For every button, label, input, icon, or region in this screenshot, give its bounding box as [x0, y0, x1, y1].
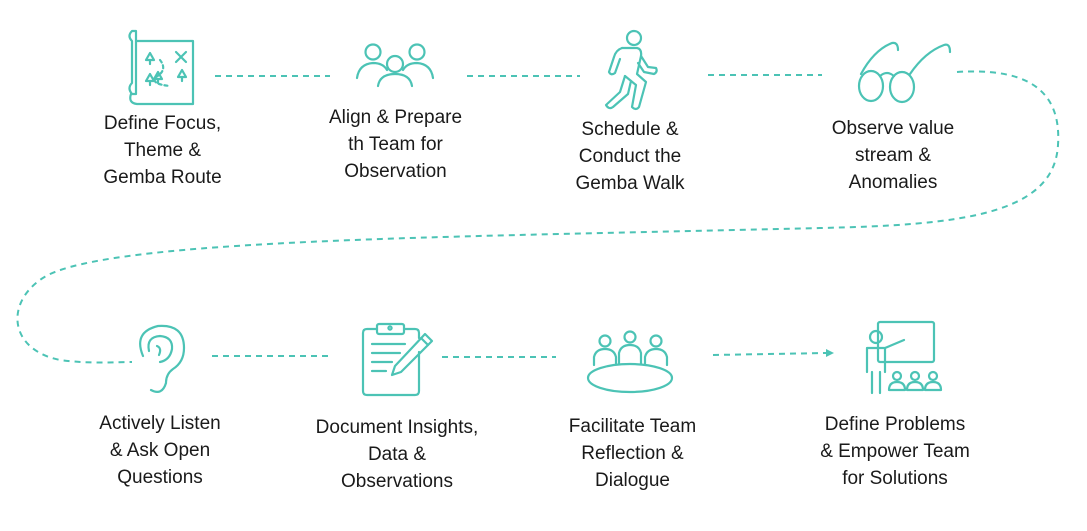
step-5-label: Actively Listen & Ask Open Questions	[99, 413, 221, 488]
glasses-icon	[857, 41, 952, 104]
step-1-label: Define Focus, Theme & Gemba Route	[103, 113, 222, 188]
meeting-table-icon	[586, 330, 674, 394]
connector-7-8	[712, 352, 827, 356]
walking-person-icon	[604, 29, 658, 111]
clipboard-pen-icon	[361, 322, 434, 397]
team-icon	[355, 43, 435, 88]
step-4-label: Observe value stream & Anomalies	[831, 118, 955, 193]
arrowhead-icon	[826, 349, 834, 357]
step-3-label: Schedule & Conduct the Gemba Walk	[575, 119, 685, 194]
step-2-label: Align & Prepare th Team for Observation	[328, 107, 463, 182]
presentation-board-icon	[865, 320, 943, 395]
step-7-label: Facilitate Team Reflection & Dialogue	[568, 416, 697, 491]
map-icon	[128, 29, 195, 106]
step-6-label: Document Insights, Data & Observations	[315, 417, 479, 492]
step-8-label: Define Problems & Empower Team for Solut…	[820, 414, 970, 489]
connector-4-5-curve	[16, 70, 1060, 364]
ear-icon	[139, 324, 186, 393]
